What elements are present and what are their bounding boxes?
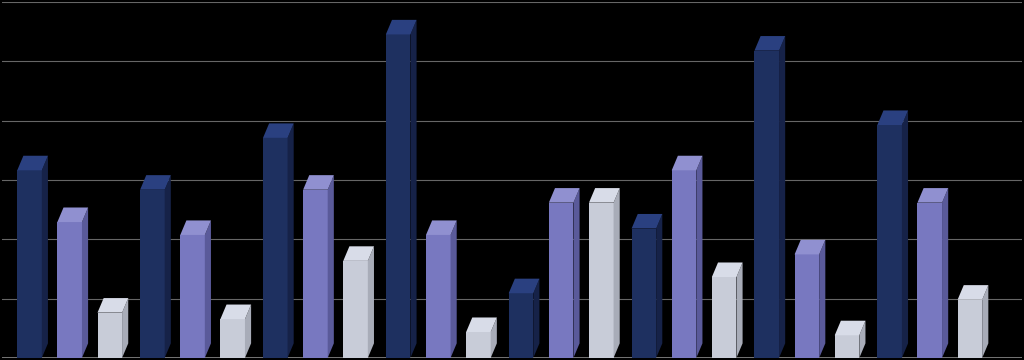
Polygon shape <box>795 240 825 255</box>
Bar <box>755 51 779 358</box>
Polygon shape <box>451 220 457 358</box>
Polygon shape <box>878 111 908 125</box>
Polygon shape <box>97 298 128 312</box>
Polygon shape <box>656 214 663 358</box>
Polygon shape <box>165 175 171 358</box>
Bar <box>57 222 82 358</box>
Bar <box>835 335 859 358</box>
Polygon shape <box>122 298 128 358</box>
Polygon shape <box>180 220 211 235</box>
Bar <box>303 190 328 358</box>
Bar <box>918 203 942 358</box>
Polygon shape <box>918 188 948 203</box>
Bar <box>386 35 411 358</box>
Polygon shape <box>859 321 865 358</box>
Polygon shape <box>549 188 580 203</box>
Polygon shape <box>17 156 48 170</box>
Polygon shape <box>736 262 742 358</box>
Polygon shape <box>288 123 294 358</box>
Bar <box>878 125 902 358</box>
Polygon shape <box>205 220 211 358</box>
Polygon shape <box>426 220 457 235</box>
Bar <box>466 332 490 358</box>
Polygon shape <box>57 207 88 222</box>
Polygon shape <box>755 36 785 51</box>
Bar <box>712 277 736 358</box>
Bar <box>140 190 165 358</box>
Polygon shape <box>712 262 742 277</box>
Bar <box>509 293 534 358</box>
Polygon shape <box>140 175 171 190</box>
Bar <box>795 255 819 358</box>
Polygon shape <box>490 318 497 358</box>
Bar <box>343 261 368 358</box>
Bar <box>180 235 205 358</box>
Polygon shape <box>982 285 988 358</box>
Bar <box>220 319 245 358</box>
Polygon shape <box>328 175 334 358</box>
Bar <box>263 138 288 358</box>
Bar <box>632 229 656 358</box>
Bar <box>957 300 982 358</box>
Polygon shape <box>343 246 374 261</box>
Bar <box>17 170 42 358</box>
Polygon shape <box>696 156 702 358</box>
Polygon shape <box>942 188 948 358</box>
Bar <box>672 170 696 358</box>
Polygon shape <box>534 279 540 358</box>
Polygon shape <box>573 188 580 358</box>
Bar <box>589 203 613 358</box>
Polygon shape <box>466 318 497 332</box>
Polygon shape <box>957 285 988 300</box>
Polygon shape <box>220 305 251 319</box>
Polygon shape <box>245 305 251 358</box>
Polygon shape <box>386 20 417 35</box>
Bar <box>97 312 122 358</box>
Polygon shape <box>835 321 865 335</box>
Polygon shape <box>632 214 663 229</box>
Polygon shape <box>42 156 48 358</box>
Bar <box>426 235 451 358</box>
Polygon shape <box>779 36 785 358</box>
Polygon shape <box>902 111 908 358</box>
Polygon shape <box>509 279 540 293</box>
Polygon shape <box>263 123 294 138</box>
Polygon shape <box>303 175 334 190</box>
Polygon shape <box>819 240 825 358</box>
Polygon shape <box>411 20 417 358</box>
Polygon shape <box>613 188 620 358</box>
Polygon shape <box>589 188 620 203</box>
Bar <box>549 203 573 358</box>
Polygon shape <box>368 246 374 358</box>
Polygon shape <box>82 207 88 358</box>
Polygon shape <box>672 156 702 170</box>
